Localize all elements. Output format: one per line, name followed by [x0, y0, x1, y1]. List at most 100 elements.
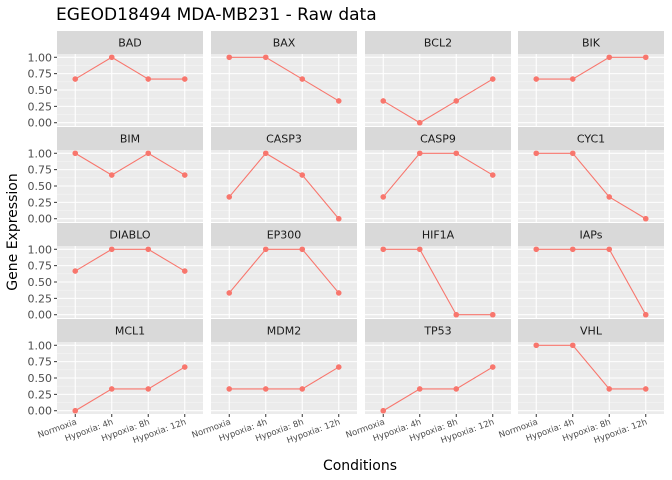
data-point: [299, 386, 306, 392]
facet-strip-label: BIM: [120, 133, 140, 146]
facet-strip: [57, 223, 203, 246]
data-point: [489, 172, 496, 178]
y-tick-label: 0.25: [28, 388, 53, 401]
facet-strip-label: MDM2: [267, 325, 301, 338]
data-point: [453, 150, 460, 157]
facet-strip-label: CYC1: [577, 133, 605, 146]
data-point: [226, 194, 233, 200]
facet-strip: [518, 31, 664, 54]
data-point: [489, 364, 496, 370]
facet-strip-label: HIF1A: [422, 229, 455, 242]
data-point: [606, 246, 613, 253]
y-tick-label: 1.00: [28, 339, 53, 352]
data-point: [226, 54, 233, 61]
facet-strip-label: CASP9: [420, 133, 456, 146]
data-point: [262, 246, 269, 253]
series-line: [383, 248, 493, 316]
y-tick-label: 0.25: [28, 196, 53, 209]
y-tick-label: 0.75: [28, 260, 53, 273]
series-line: [536, 56, 646, 80]
facet-casp9: CASP9: [365, 127, 511, 222]
data-point: [606, 194, 613, 200]
data-point: [642, 386, 649, 392]
data-point: [335, 364, 342, 370]
facet-ep300: EP300: [211, 223, 357, 318]
data-point: [72, 407, 79, 414]
data-point: [569, 246, 576, 253]
y-tick-label: 0.00: [28, 213, 53, 226]
data-point: [606, 54, 613, 61]
facet-strip: [365, 223, 511, 246]
data-point: [533, 246, 540, 253]
series-line: [536, 248, 647, 315]
data-point: [108, 172, 115, 178]
facet-hif1a: HIF1A: [365, 223, 511, 318]
data-point: [299, 172, 306, 178]
series-line: [536, 344, 646, 390]
data-point: [453, 311, 460, 318]
facet-strip: [211, 223, 357, 246]
series-line: [228, 248, 340, 294]
data-point: [226, 386, 233, 392]
data-point: [72, 268, 79, 274]
y-tick-label: 0.50: [28, 276, 53, 289]
data-point: [533, 342, 540, 349]
data-point: [335, 290, 342, 296]
facet-strip: [211, 31, 357, 54]
y-tick-label: 0.00: [28, 309, 53, 322]
data-point: [262, 54, 269, 61]
facet-mcl1: MCL10.000.250.500.751.00NormoxiaHypoxia:…: [28, 319, 203, 446]
data-point: [181, 268, 188, 274]
y-tick-label: 0.25: [28, 100, 53, 113]
data-point: [72, 150, 79, 157]
facet-panels: BAD 0.00 0.25 0.50 0.75 1.00 BAX BCL2 BIK BIM 0.00…: [28, 31, 664, 446]
series-line: [229, 56, 340, 102]
facet-strip: [365, 319, 511, 342]
data-point: [262, 386, 269, 392]
data-point: [453, 98, 460, 104]
data-point: [642, 54, 649, 61]
facet-bax: BAX: [211, 31, 357, 126]
data-point: [380, 407, 387, 414]
facet-strip-label: TP53: [423, 325, 451, 338]
facet-bad: BAD 0.00 0.25 0.50 0.75 1.00: [28, 31, 203, 130]
y-tick-label: 1.00: [28, 51, 53, 64]
series-line: [382, 152, 494, 198]
x-axis-title: Conditions: [323, 458, 397, 474]
y-tick-label: 0.50: [28, 84, 53, 97]
data-point: [262, 150, 269, 157]
data-point: [606, 386, 613, 392]
facet-strip-label: IAPs: [580, 229, 603, 242]
chart-title: EGEOD18494 MDA-MB231 - Raw data: [56, 5, 377, 25]
facet-bcl2: BCL2: [365, 31, 511, 126]
y-tick-label: 0.00: [28, 117, 53, 130]
data-point: [299, 76, 306, 82]
y-tick-label: 0.75: [28, 164, 53, 177]
series-line: [228, 152, 340, 220]
facet-strip: [57, 127, 203, 150]
data-point: [145, 246, 152, 253]
data-point: [181, 172, 188, 178]
data-point: [416, 386, 423, 392]
facet-casp3: CASP3: [211, 127, 357, 222]
data-point: [380, 246, 387, 253]
data-point: [108, 246, 115, 253]
y-tick-label: 1.00: [28, 147, 53, 160]
series-line: [229, 366, 340, 390]
data-point: [108, 386, 115, 392]
y-axis-title: Gene Expression: [5, 173, 21, 290]
data-point: [226, 290, 233, 296]
facet-strip: [57, 31, 203, 54]
facet-diablo: DIABLO 0.00 0.25 0.50 0.75 1.00: [28, 223, 203, 322]
data-point: [145, 76, 152, 82]
facet-strip: [365, 127, 511, 150]
series-line: [74, 56, 185, 80]
facet-cyc1: CYC1: [518, 127, 664, 222]
data-point: [533, 76, 540, 82]
y-tick-label: 0.00: [28, 405, 53, 418]
data-point: [299, 246, 306, 253]
y-tick-label: 0.50: [28, 180, 53, 193]
